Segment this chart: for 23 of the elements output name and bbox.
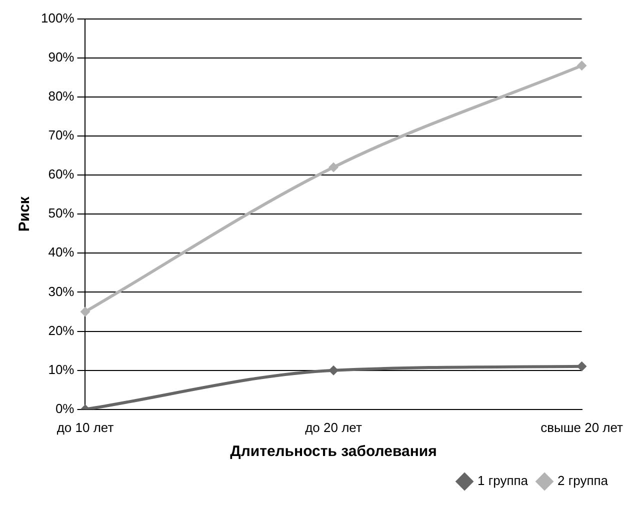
x-tick-label: до 10 лет xyxy=(56,420,114,435)
y-tick-label: 90% xyxy=(48,49,75,64)
y-tick-label: 100% xyxy=(41,10,75,26)
y-tick-label: 60% xyxy=(48,166,75,182)
x-tick-label: до 20 лет xyxy=(305,420,362,435)
legend-label: 1 группа xyxy=(478,473,529,488)
y-axis-title: Риск xyxy=(16,196,34,232)
x-tick-label: свыше 20 лет xyxy=(540,420,624,435)
point xyxy=(328,162,339,172)
y-tick-label: 50% xyxy=(48,206,75,221)
y-tick-label: 0% xyxy=(55,400,75,416)
y-tick-label: 40% xyxy=(48,244,75,260)
y-tick-label: 20% xyxy=(48,322,75,338)
x-axis-title: Длительность заболевания xyxy=(230,443,437,460)
y-tick-label: 70% xyxy=(48,128,75,143)
legend-label: 2 группа xyxy=(558,473,609,488)
point xyxy=(328,365,339,376)
point xyxy=(576,361,587,372)
point xyxy=(80,306,90,317)
y-tick-label: 80% xyxy=(48,88,75,104)
point xyxy=(576,60,587,71)
y-tick-label: 30% xyxy=(48,284,75,299)
y-tick-label: 10% xyxy=(48,362,75,377)
